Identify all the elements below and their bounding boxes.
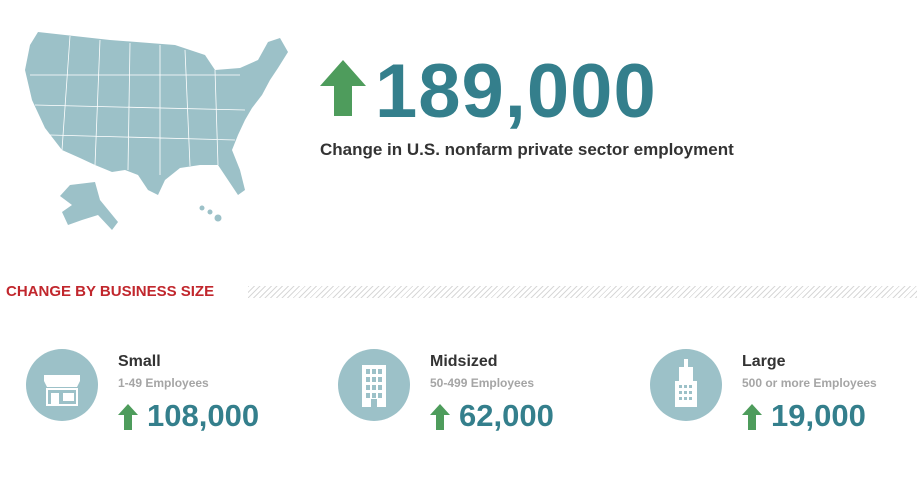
size-range: 1-49 Employees [118,376,209,390]
up-arrow [742,404,762,430]
up-arrow [118,404,138,430]
size-name: Large [742,353,786,370]
divider [248,286,917,298]
size-name: Small [118,353,161,370]
size-value: 19,000 [771,398,866,433]
size-range: 500 or more Employees [742,376,877,390]
size-icon [26,349,98,421]
size-value: 108,000 [147,398,260,433]
headline-value: 189,000 [375,49,657,134]
section-title: CHANGE BY BUSINESS SIZE [6,283,215,300]
size-icon [650,349,722,421]
up-arrow [320,60,366,116]
size-name: Midsized [430,353,498,370]
size-icon [338,349,410,421]
up-arrow [430,404,450,430]
size-value: 62,000 [459,398,554,433]
us-map [25,32,288,230]
size-range: 50-499 Employees [430,376,535,390]
headline-caption: Change in U.S. nonfarm private sector em… [320,140,734,159]
